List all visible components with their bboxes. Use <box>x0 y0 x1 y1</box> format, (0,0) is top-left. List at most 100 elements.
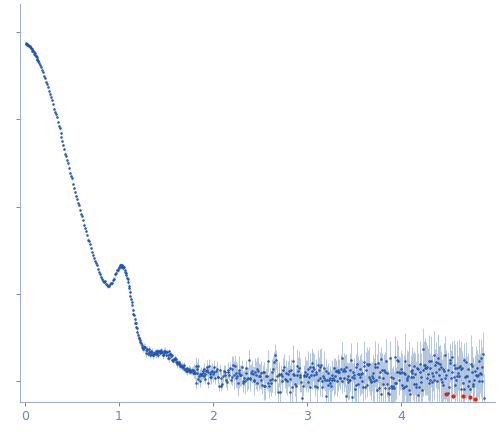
Point <box>181 365 189 372</box>
Point <box>195 373 203 380</box>
Point <box>220 367 228 374</box>
Point <box>438 382 446 388</box>
Point <box>266 380 274 387</box>
Point <box>190 370 198 377</box>
Point <box>368 373 376 380</box>
Point <box>74 195 82 202</box>
Point <box>146 349 154 356</box>
Point <box>171 356 179 363</box>
Point <box>262 372 270 379</box>
Point <box>349 369 357 376</box>
Point <box>458 364 466 371</box>
Point <box>440 368 448 375</box>
Point <box>121 269 129 276</box>
Point <box>400 384 408 391</box>
Point <box>422 365 430 372</box>
Point <box>394 376 402 383</box>
Point <box>478 364 486 371</box>
Point <box>227 376 235 383</box>
Point <box>86 241 94 248</box>
Point <box>150 351 158 358</box>
Point <box>428 370 436 377</box>
Point <box>46 94 54 101</box>
Point <box>155 348 163 355</box>
Point <box>456 386 464 393</box>
Point <box>180 364 188 371</box>
Point <box>270 359 278 366</box>
Point <box>456 363 464 370</box>
Point <box>394 356 402 363</box>
Point <box>294 371 302 378</box>
Point <box>241 378 249 385</box>
Point <box>70 184 78 191</box>
Point <box>470 395 478 402</box>
Point <box>56 130 64 137</box>
Point <box>154 348 162 355</box>
Point <box>462 372 469 379</box>
Point <box>116 262 124 269</box>
Point <box>46 90 54 97</box>
Point <box>144 347 152 354</box>
Point <box>215 383 223 390</box>
Point <box>256 370 264 377</box>
Point <box>40 73 48 80</box>
Point <box>286 388 294 395</box>
Point <box>128 302 136 309</box>
Point <box>472 371 480 378</box>
Point <box>398 381 406 388</box>
Point <box>178 363 186 370</box>
Point <box>251 368 259 375</box>
Point <box>184 368 192 375</box>
Point <box>34 58 42 65</box>
Point <box>140 343 148 350</box>
Point <box>203 366 211 373</box>
Point <box>36 63 44 70</box>
Point <box>311 382 319 389</box>
Point <box>228 366 236 373</box>
Point <box>33 55 41 62</box>
Point <box>450 361 458 368</box>
Point <box>129 306 137 313</box>
Point <box>244 375 252 382</box>
Point <box>56 125 64 132</box>
Point <box>460 385 468 392</box>
Point <box>434 359 442 366</box>
Point <box>368 375 376 382</box>
Point <box>138 343 145 350</box>
Point <box>288 371 296 378</box>
Point <box>185 368 193 375</box>
Point <box>284 368 292 375</box>
Point <box>296 372 304 379</box>
Point <box>442 371 450 378</box>
Point <box>178 362 186 369</box>
Point <box>198 371 205 378</box>
Point <box>420 366 428 373</box>
Point <box>322 368 330 375</box>
Point <box>151 350 159 357</box>
Point <box>265 382 273 389</box>
Point <box>142 346 150 353</box>
Point <box>423 364 431 371</box>
Point <box>158 352 166 359</box>
Point <box>390 375 398 382</box>
Point <box>386 354 394 361</box>
Point <box>281 375 289 382</box>
Point <box>76 207 84 214</box>
Point <box>64 157 72 164</box>
Point <box>137 340 145 347</box>
Point <box>280 364 288 371</box>
Point <box>465 377 473 384</box>
Point <box>180 361 188 368</box>
Point <box>208 373 216 380</box>
Point <box>245 356 253 363</box>
Point <box>134 332 142 339</box>
Point <box>392 379 400 386</box>
Point <box>453 373 461 380</box>
Point <box>431 362 439 369</box>
Point <box>352 381 360 388</box>
Point <box>294 367 302 374</box>
Point <box>422 361 430 368</box>
Point <box>248 370 256 377</box>
Point <box>315 366 323 373</box>
Point <box>426 364 434 371</box>
